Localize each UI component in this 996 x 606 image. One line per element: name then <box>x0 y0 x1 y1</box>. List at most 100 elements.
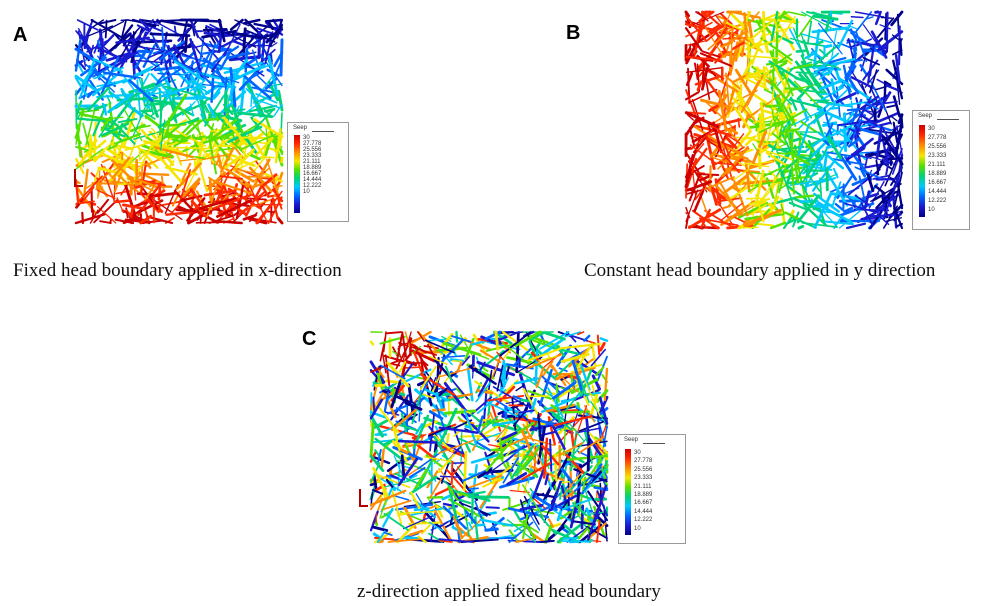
fracture-segment <box>470 453 501 464</box>
fracture-segment <box>395 333 403 363</box>
fracture-segment <box>892 95 901 118</box>
fracture-segment <box>113 199 130 204</box>
fracture-segment <box>813 191 833 229</box>
fracture-segment <box>695 40 721 75</box>
fracture-segment <box>561 498 593 511</box>
fracture-segment <box>419 365 437 391</box>
caption-b: Constant head boundary applied in y dire… <box>584 260 936 281</box>
legend-c-tick: 12.222 <box>634 517 653 524</box>
fracture-segment <box>265 158 280 195</box>
fracture-segment <box>570 356 585 397</box>
fracture-segment <box>251 49 261 69</box>
fracture-segment <box>535 492 556 499</box>
fracture-segment <box>860 216 877 221</box>
fracture-segment <box>795 60 814 86</box>
fracture-segment <box>175 151 183 166</box>
fracture-segment <box>790 136 803 143</box>
fracture-segment <box>573 436 589 454</box>
fracture-segment <box>421 393 435 399</box>
fracture-segment <box>824 10 833 34</box>
fracture-segment <box>255 198 277 225</box>
fracture-segment <box>722 174 749 195</box>
fracture-segment <box>208 118 238 142</box>
fracture-segment <box>573 468 608 483</box>
fracture-segment <box>698 175 711 182</box>
fracture-segment <box>734 216 745 223</box>
fracture-segment <box>260 156 275 159</box>
fracture-segment <box>491 419 518 427</box>
fracture-segment <box>152 37 159 49</box>
fracture-segment <box>812 14 839 21</box>
fracture-segment <box>481 366 489 373</box>
panel-a-label: A <box>13 24 28 46</box>
fracture-segment <box>592 484 608 525</box>
fracture-segment <box>755 116 761 132</box>
fracture-segment <box>84 19 94 40</box>
fracture-segment <box>115 172 140 193</box>
fracture-segment <box>706 31 718 41</box>
fracture-segment <box>872 195 882 201</box>
fracture-segment <box>706 66 717 77</box>
fracture-segment <box>202 104 208 114</box>
fracture-segment <box>506 356 541 366</box>
fracture-segment <box>165 93 172 102</box>
fracture-segment <box>169 56 196 73</box>
fracture-segment <box>216 153 223 170</box>
fracture-segment <box>800 32 832 44</box>
fracture-segment <box>212 179 253 195</box>
fracture-segment <box>213 193 252 210</box>
fracture-segment <box>518 409 535 414</box>
fracture-segment <box>89 153 104 160</box>
fracture-segment <box>179 118 199 125</box>
fracture-segment <box>757 172 781 206</box>
fracture-segment <box>707 123 712 132</box>
fracture-segment <box>369 489 407 507</box>
fracture-segment <box>160 85 192 98</box>
fracture-segment <box>421 523 432 535</box>
fracture-segment <box>785 167 794 186</box>
fracture-segment <box>773 17 779 33</box>
fracture-segment <box>507 507 549 519</box>
legend-a-tick: 21.111 <box>303 159 321 165</box>
fracture-segment <box>897 113 904 125</box>
fracture-segment <box>86 90 94 98</box>
fracture-segment <box>423 416 459 432</box>
fracture-segment <box>245 87 260 103</box>
fracture-segment <box>253 22 284 31</box>
fracture-segment <box>598 396 609 425</box>
fracture-segment <box>691 99 704 131</box>
fracture-segment <box>206 64 234 87</box>
fracture-segment <box>99 220 112 224</box>
fracture-segment <box>496 351 505 362</box>
fracture-segment <box>867 45 875 84</box>
fracture-segment <box>560 484 567 502</box>
fracture-segment <box>586 522 607 541</box>
fracture-segment <box>217 18 226 43</box>
fracture-segment <box>156 19 187 23</box>
fracture-segment <box>522 540 543 543</box>
fracture-segment <box>526 420 529 433</box>
fracture-segment <box>394 472 419 485</box>
fracture-segment <box>789 96 798 111</box>
fracture-segment <box>377 449 382 463</box>
fracture-segment <box>844 66 854 79</box>
fracture-segment <box>486 455 514 476</box>
fracture-segment <box>564 331 582 338</box>
fracture-segment <box>684 111 720 129</box>
legend-a-tick: 12.222 <box>303 183 322 189</box>
fracture-segment <box>831 181 842 209</box>
fracture-segment <box>510 444 535 480</box>
fracture-segment <box>884 159 898 187</box>
fracture-segment <box>397 457 419 487</box>
fracture-segment <box>82 168 89 205</box>
fracture-segment <box>447 485 458 520</box>
fracture-segment <box>885 157 904 161</box>
fracture-segment <box>550 480 562 511</box>
fracture-segment <box>823 44 833 49</box>
fracture-segment <box>790 216 817 229</box>
legend-a-tick: 23.333 <box>303 153 322 159</box>
fracture-segment <box>92 107 106 137</box>
fracture-segment <box>544 331 566 341</box>
fracture-segment <box>395 426 412 437</box>
fracture-segment <box>107 144 119 151</box>
